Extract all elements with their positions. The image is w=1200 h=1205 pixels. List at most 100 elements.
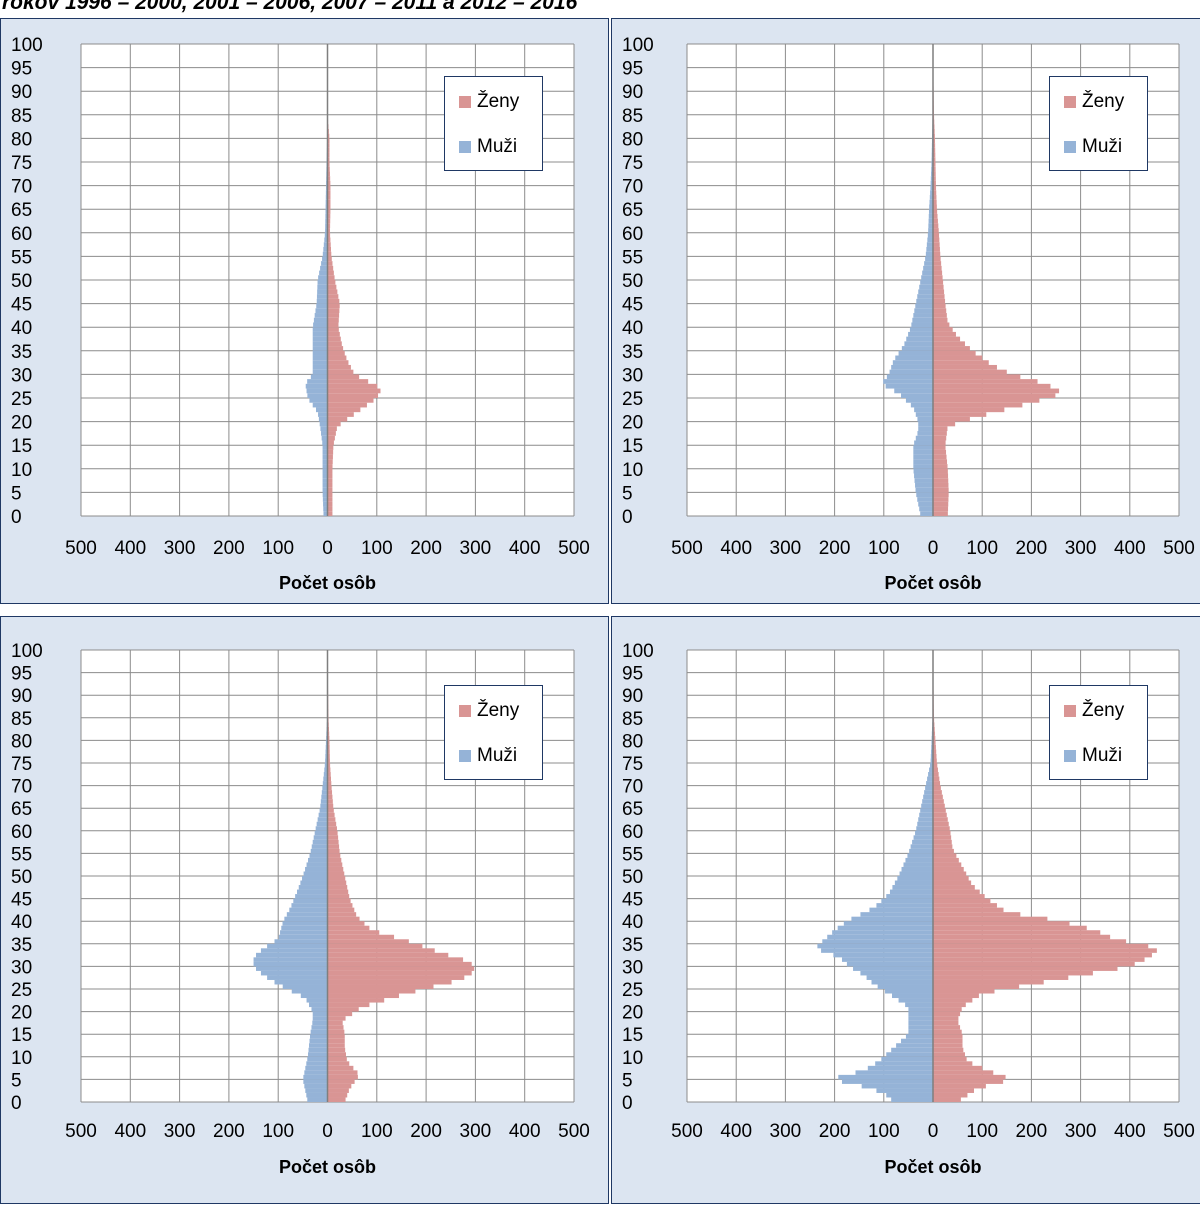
bar-men xyxy=(893,360,933,365)
bar-men xyxy=(313,1012,328,1017)
bar-men xyxy=(905,1003,933,1008)
bar-women xyxy=(328,412,354,417)
bar-men xyxy=(916,299,933,304)
bar-men xyxy=(894,389,933,394)
bar-women xyxy=(933,497,948,502)
x-tick-label: 100 xyxy=(262,538,294,559)
bar-men xyxy=(876,903,933,908)
y-tick-label: 70 xyxy=(622,177,643,198)
bar-women xyxy=(328,294,339,299)
y-tick-label: 65 xyxy=(11,799,32,820)
y-tick-label: 5 xyxy=(622,1070,633,1091)
bar-men xyxy=(886,1052,933,1057)
y-tick-label: 100 xyxy=(11,35,43,56)
bar-men xyxy=(902,346,933,351)
bar-men xyxy=(917,417,933,422)
bar-women xyxy=(328,962,472,967)
bar-men xyxy=(926,247,933,252)
bar-women xyxy=(328,840,339,845)
bar-women xyxy=(933,445,946,450)
bar-men xyxy=(923,266,933,271)
bar-women xyxy=(328,431,336,436)
bar-women xyxy=(933,994,979,999)
x-tick-label: 300 xyxy=(770,538,802,559)
bar-men xyxy=(886,384,933,389)
bar-men xyxy=(313,341,328,346)
bar-men xyxy=(908,1025,933,1030)
bar-women xyxy=(933,332,956,337)
bar-men xyxy=(293,899,327,904)
bar-women xyxy=(328,337,341,342)
bar-women xyxy=(933,876,969,881)
bar-women xyxy=(933,831,951,836)
bar-women xyxy=(328,903,353,908)
bar-men xyxy=(914,469,933,474)
bar-men xyxy=(917,294,933,299)
bar-women xyxy=(933,417,970,422)
x-tick-label: 0 xyxy=(322,538,333,559)
bar-women xyxy=(933,930,1100,935)
y-tick-label: 75 xyxy=(11,153,32,174)
bar-women xyxy=(328,1043,345,1048)
bar-men xyxy=(913,450,933,455)
bar-women xyxy=(933,944,1148,949)
bar-women xyxy=(328,289,338,294)
y-tick-label: 15 xyxy=(622,436,643,457)
legend-item-women: Ženy xyxy=(1064,700,1124,722)
bar-women xyxy=(933,280,943,285)
x-tick-label: 500 xyxy=(558,538,590,559)
bar-women xyxy=(328,332,340,337)
bar-women xyxy=(933,294,945,299)
bar-women xyxy=(328,894,350,899)
x-tick-label: 300 xyxy=(164,1121,196,1142)
bar-men xyxy=(280,930,327,935)
bar-women xyxy=(933,308,946,313)
bar-women xyxy=(933,1084,986,1089)
legend-label-men: Muži xyxy=(477,745,517,767)
bar-men xyxy=(821,948,933,953)
bar-women xyxy=(933,1030,962,1035)
bar-women xyxy=(933,826,950,831)
bar-men xyxy=(302,876,327,881)
bar-women xyxy=(933,464,948,469)
y-tick-label: 45 xyxy=(11,890,32,911)
bar-men xyxy=(319,813,328,818)
bar-women xyxy=(328,799,333,804)
bar-men xyxy=(851,917,933,922)
legend-item-women: Ženy xyxy=(1064,91,1124,113)
bar-women xyxy=(328,939,409,944)
bar-women xyxy=(933,474,948,479)
bar-men xyxy=(310,853,328,858)
bar-women xyxy=(933,1057,967,1062)
bar-women xyxy=(328,935,395,940)
y-tick-label: 75 xyxy=(622,754,643,775)
bar-men xyxy=(906,398,933,403)
bar-men xyxy=(304,871,328,876)
bar-men xyxy=(869,908,933,913)
bar-women xyxy=(933,360,989,365)
bar-men xyxy=(303,1075,327,1080)
bar-men xyxy=(306,1061,327,1066)
bar-women xyxy=(933,953,1152,958)
bar-women xyxy=(328,280,336,285)
x-tick-label: 100 xyxy=(361,538,393,559)
bar-men xyxy=(307,1057,327,1062)
x-tick-label: 400 xyxy=(114,538,146,559)
bar-women xyxy=(933,322,949,327)
bar-women xyxy=(933,238,939,243)
x-tick-label: 400 xyxy=(720,1121,752,1142)
bar-men xyxy=(311,374,328,379)
bar-women xyxy=(933,921,1070,926)
y-tick-label: 40 xyxy=(622,912,643,933)
bar-men xyxy=(318,412,327,417)
bar-men xyxy=(897,876,933,881)
bar-men xyxy=(275,939,328,944)
bar-women xyxy=(933,450,946,455)
y-tick-label: 95 xyxy=(622,664,643,685)
bar-men xyxy=(918,289,933,294)
bar-men xyxy=(886,1093,933,1098)
bar-women xyxy=(933,890,980,895)
x-tick-label: 500 xyxy=(65,1121,97,1142)
